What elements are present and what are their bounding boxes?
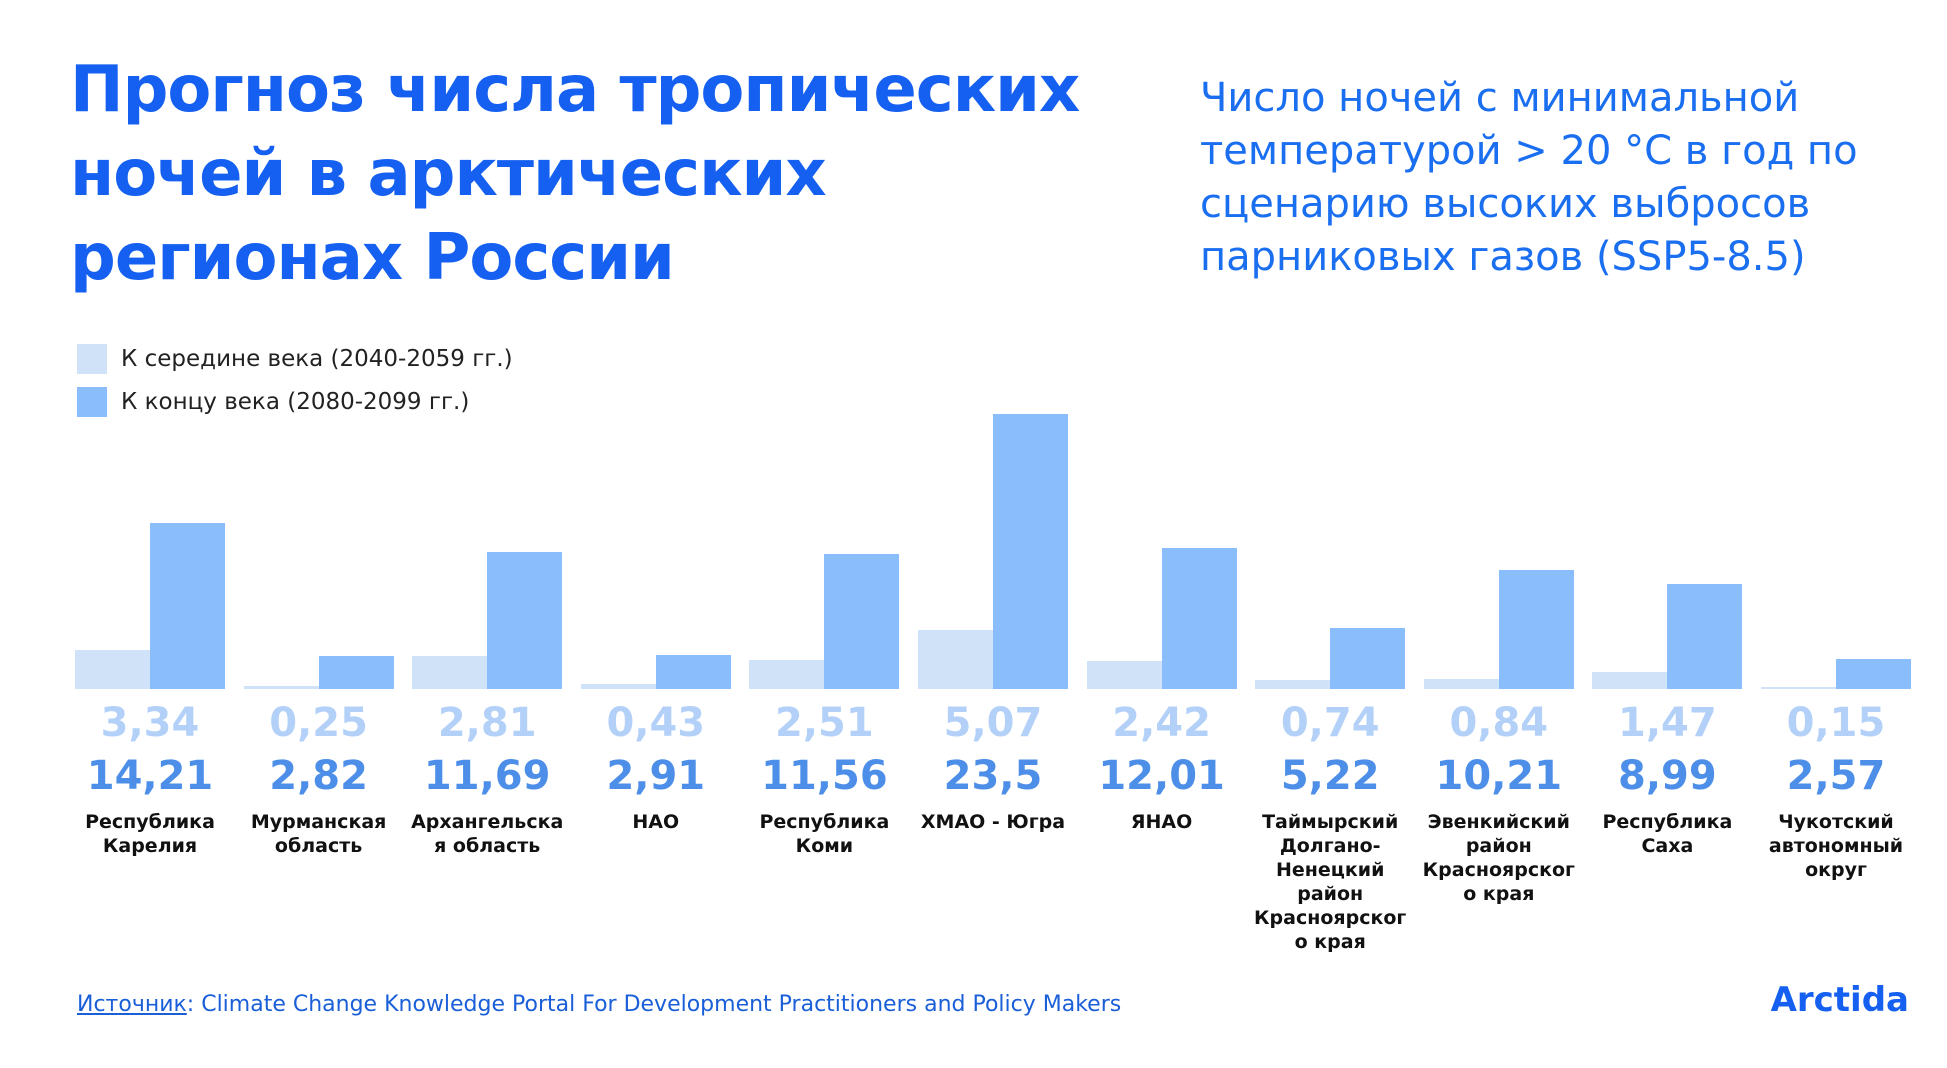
category-label: ЯНАО — [1130, 811, 1193, 833]
value-label: 0,74 — [1280, 700, 1380, 746]
bar — [318, 656, 394, 689]
source-text: : Climate Change Knowledge Portal For De… — [186, 992, 1122, 1017]
bar — [824, 553, 900, 689]
category-label: НАО — [632, 811, 680, 833]
logo: Arctida — [1770, 980, 1909, 1020]
value-label: 2,57 — [1786, 753, 1886, 799]
value-label: 0,43 — [606, 700, 706, 746]
bar — [749, 659, 825, 689]
value-label: 3,34 — [100, 700, 200, 746]
value-label: 23,5 — [943, 753, 1043, 799]
legend-label: К концу века (2080-2099 гг.) — [121, 389, 470, 415]
bar — [655, 654, 731, 689]
bar — [993, 414, 1068, 689]
bar — [1592, 671, 1668, 689]
value-label: 11,69 — [423, 753, 551, 799]
source-label[interactable]: Источник — [77, 992, 187, 1017]
bar — [1330, 627, 1406, 689]
legend-item: К середине века (2040-2059 гг.) — [77, 344, 513, 374]
bar — [1423, 679, 1499, 689]
value-label: 8,99 — [1618, 753, 1717, 799]
legend-label: К середине века (2040-2059 гг.) — [121, 346, 513, 372]
title: Прогноз числа тропических ночей в арктич… — [70, 53, 1080, 295]
bar — [1161, 548, 1237, 689]
value-label: 2,82 — [269, 753, 368, 799]
bar — [580, 683, 656, 689]
legend-item: К концу века (2080-2099 гг.) — [77, 387, 469, 417]
category-label: Республика Карелия — [85, 811, 215, 857]
bar — [412, 656, 488, 689]
value-label: 0,15 — [1786, 700, 1886, 746]
category-label: Эвенкийский район Красноярского края — [1422, 811, 1575, 905]
value-label: 0,84 — [1449, 700, 1549, 746]
category-label: Архангельская область — [411, 811, 564, 857]
value-label: 11,56 — [761, 753, 888, 799]
bar — [1498, 569, 1574, 689]
value-label: 0,25 — [269, 700, 368, 746]
category-label: ХМАО - Югра — [920, 811, 1066, 833]
category-label: Мурманская область — [250, 811, 387, 857]
value-label: 2,81 — [437, 700, 537, 746]
bar — [1086, 660, 1162, 689]
subtitle: Число ночей с минимальной температурой >… — [1200, 75, 1858, 280]
bar — [1761, 687, 1836, 689]
value-label: 14,21 — [86, 753, 214, 799]
legend-swatch — [77, 344, 107, 374]
bar — [918, 629, 993, 689]
bar — [1255, 680, 1331, 689]
bar — [150, 522, 225, 689]
value-label: 2,91 — [606, 753, 706, 799]
bar — [75, 649, 150, 689]
value-label: 10,21 — [1435, 753, 1563, 799]
category-label: Республика Коми — [759, 811, 890, 857]
category-label: Республика Саха — [1602, 811, 1733, 857]
value-label: 12,01 — [1098, 753, 1225, 799]
value-label: 5,07 — [943, 700, 1043, 746]
bar — [1836, 658, 1911, 689]
value-label: 5,22 — [1280, 753, 1380, 799]
bar — [243, 686, 319, 689]
value-label: 1,47 — [1618, 700, 1717, 746]
category-label: Чукотский автономный округ — [1768, 811, 1904, 881]
bar — [487, 552, 563, 689]
value-label: 2,42 — [1112, 700, 1211, 746]
bar — [1667, 583, 1743, 689]
category-label: Таймырский Долгано-Ненецкий район Красно… — [1254, 811, 1407, 953]
value-label: 2,51 — [775, 700, 874, 746]
legend-swatch — [77, 387, 107, 417]
source: Источник: Climate Change Knowledge Porta… — [77, 992, 1121, 1017]
